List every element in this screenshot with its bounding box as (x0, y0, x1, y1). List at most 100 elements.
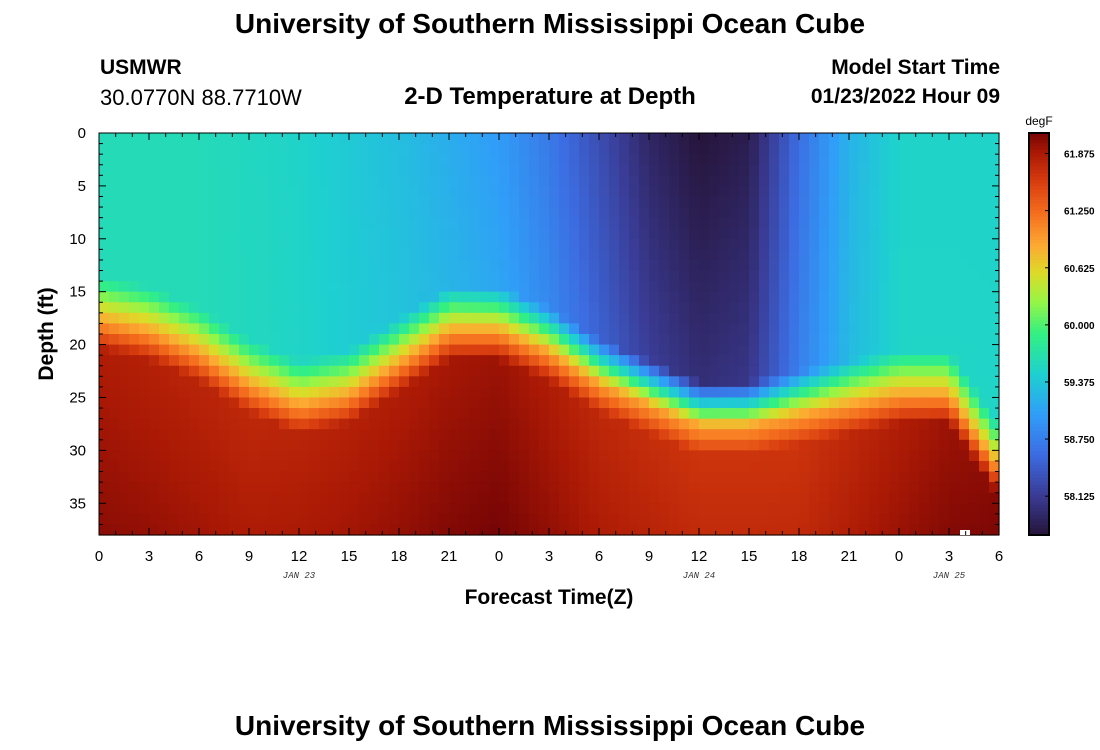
heatmap-cell (229, 228, 240, 240)
heatmap-cell (639, 408, 650, 420)
heatmap-cell (959, 323, 970, 335)
heatmap-cell (989, 302, 1000, 314)
heatmap-cell (429, 249, 440, 261)
heatmap-cell (719, 270, 730, 282)
heatmap-cell (709, 460, 720, 473)
heatmap-cell (199, 175, 210, 187)
heatmap-cell (309, 249, 320, 261)
heatmap-cell (239, 344, 250, 356)
heatmap-cell (389, 217, 400, 229)
heatmap-cell (789, 386, 800, 399)
heatmap-cell (979, 471, 990, 483)
colorbar-step (1029, 521, 1049, 526)
heatmap-cell (759, 175, 770, 187)
heatmap-cell (239, 291, 250, 303)
heatmap-cell (309, 376, 320, 388)
colorbar-step (1029, 387, 1049, 392)
heatmap-cell (569, 217, 580, 229)
heatmap-cell (669, 418, 680, 430)
heatmap-cell (669, 439, 680, 451)
heatmap-cell (439, 259, 450, 272)
heatmap-cell (989, 175, 1000, 187)
heatmap-cell (349, 281, 360, 293)
heatmap-cell (749, 429, 760, 441)
heatmap-cell (129, 217, 140, 229)
colorbar-step (1029, 303, 1049, 308)
heatmap-cell (419, 482, 430, 494)
heatmap-cell (389, 365, 400, 377)
heatmap-cell (229, 450, 240, 462)
heatmap-cell (919, 334, 930, 346)
heatmap-cell (169, 154, 180, 166)
heatmap-cell (909, 386, 920, 399)
heatmap-cell (109, 408, 120, 420)
heatmap-cell (459, 228, 470, 240)
colorbar-step (1029, 183, 1049, 188)
heatmap-cell (149, 492, 160, 504)
heatmap-cell (649, 270, 660, 282)
heatmap-cell (409, 386, 420, 399)
heatmap-cell (889, 196, 900, 208)
colorbar-step (1029, 417, 1049, 422)
heatmap-cell (289, 344, 300, 356)
heatmap-cell (569, 397, 580, 409)
heatmap-cell (729, 334, 740, 346)
heatmap-cell (839, 217, 850, 229)
heatmap-cell (439, 133, 450, 145)
heatmap-cell (379, 513, 390, 526)
heatmap-cell (619, 185, 630, 198)
heatmap-cell (789, 503, 800, 515)
heatmap-cell (319, 482, 330, 494)
heatmap-cell (139, 471, 150, 483)
heatmap-cell (279, 270, 290, 282)
colorbar-step (1029, 424, 1049, 429)
heatmap-cell (509, 334, 520, 346)
heatmap-cell (449, 185, 460, 198)
heatmap-cell (439, 312, 450, 325)
heatmap-cell (539, 207, 550, 219)
heatmap-cell (289, 503, 300, 515)
x-tick-label: 21 (841, 548, 858, 565)
heatmap-cell (609, 164, 620, 176)
colorbar-step (1029, 337, 1049, 342)
heatmap-cell (299, 513, 310, 526)
heatmap-cell (219, 397, 230, 409)
heatmap-cell (789, 355, 800, 367)
heatmap-cell (389, 439, 400, 451)
heatmap-cell (589, 376, 600, 388)
heatmap-cell (609, 312, 620, 325)
heatmap-cell (129, 386, 140, 399)
heatmap-cell (699, 365, 710, 377)
heatmap-cell (799, 312, 810, 325)
heatmap-cell (289, 217, 300, 229)
heatmap-cell (679, 259, 690, 272)
heatmap-cell (699, 397, 710, 409)
heatmap-cell (649, 482, 660, 494)
heatmap-cell (739, 513, 750, 526)
heatmap-cell (679, 429, 690, 441)
heatmap-cell (629, 386, 640, 399)
heatmap-cell (419, 196, 430, 208)
heatmap-cell (349, 408, 360, 420)
heatmap-cell (949, 238, 960, 250)
heatmap-cell (959, 344, 970, 356)
heatmap-cell (359, 460, 370, 473)
heatmap-cell (449, 397, 460, 409)
heatmap-cell (789, 270, 800, 282)
heatmap-cell (969, 376, 980, 388)
heatmap-cell (239, 513, 250, 526)
heatmap-cell (299, 408, 310, 420)
heatmap-cell (299, 418, 310, 430)
heatmap-cell (819, 450, 830, 462)
heatmap-cell (879, 524, 890, 536)
heatmap-cell (899, 408, 910, 420)
heatmap-cell (459, 376, 470, 388)
heatmap-cell (739, 217, 750, 229)
heatmap-cell (359, 133, 370, 145)
heatmap-cell (479, 154, 490, 166)
heatmap-cell (199, 133, 210, 145)
heatmap-cell (139, 344, 150, 356)
heatmap-cell (259, 291, 270, 303)
heatmap-cell (189, 471, 200, 483)
heatmap-cell (809, 302, 820, 314)
